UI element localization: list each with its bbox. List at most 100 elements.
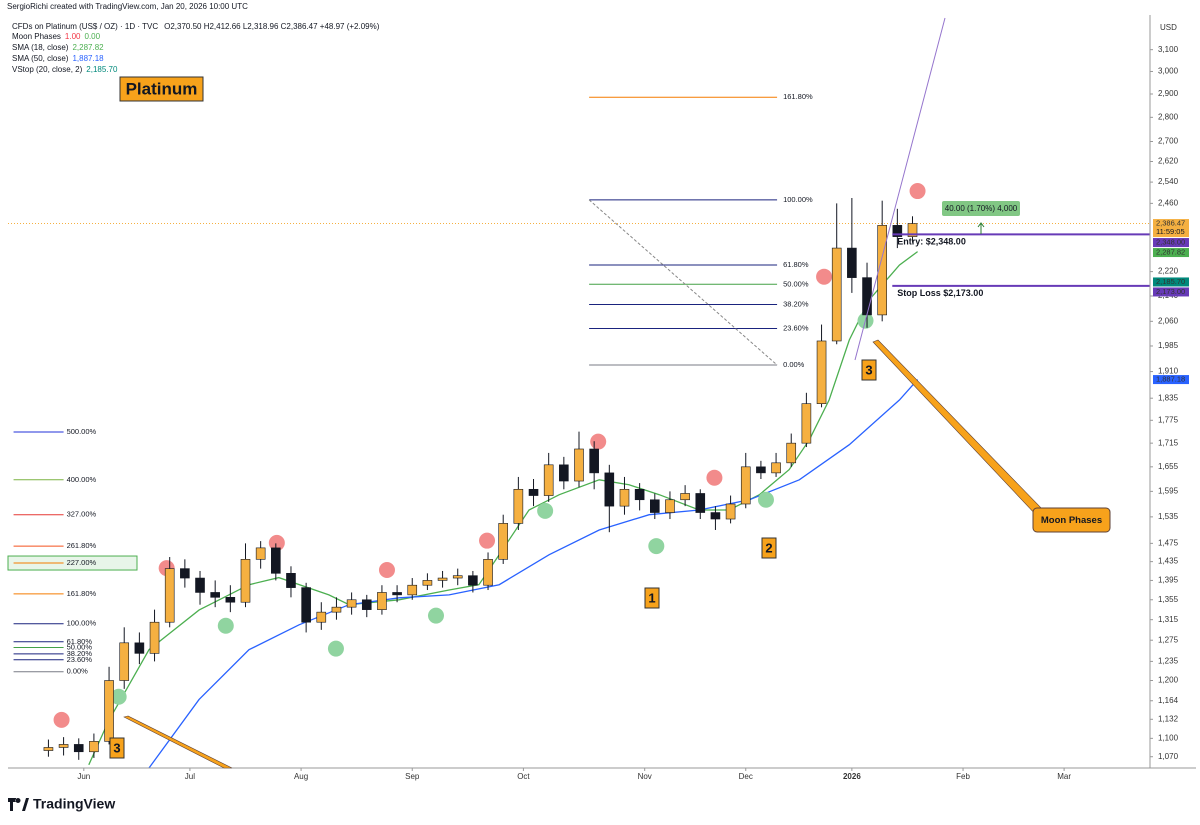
candle-body: [468, 575, 478, 586]
price-label: 2,185.70: [1156, 277, 1185, 286]
legend-value: 2,185.70: [86, 65, 118, 74]
entry-label: Entry: $2,348.00: [897, 237, 966, 247]
price-label-box: [1153, 248, 1189, 258]
candle-body: [377, 592, 387, 610]
candle-body: [574, 448, 584, 482]
y-tick-label: 2,060: [1158, 316, 1179, 325]
price-label: 2,386.47: [1156, 219, 1185, 228]
candle-body: [756, 466, 766, 474]
fib-label: 327.00%: [67, 510, 97, 519]
price-label: 2,287.82: [1156, 248, 1185, 257]
candle-body: [180, 568, 190, 579]
candle-body: [604, 472, 615, 507]
wave-box: [109, 737, 125, 759]
candle-body: [892, 225, 903, 237]
x-tick-label: Jul: [185, 772, 195, 781]
y-tick-label: 1,475: [1158, 538, 1179, 547]
candle-body: [801, 403, 812, 444]
candle-body: [831, 247, 842, 342]
sma-line: [88, 251, 918, 766]
moon-phase: [110, 688, 127, 705]
y-tick-label: 3,000: [1158, 67, 1179, 76]
y-tick-label: 1,070: [1158, 752, 1179, 761]
credit: SergioRichi created with TradingView.com…: [7, 2, 248, 11]
candle-body: [528, 488, 539, 496]
moon-phase: [816, 268, 833, 285]
price-label: 1,887.18: [1156, 375, 1185, 384]
moon-phase: [327, 640, 344, 657]
symbol: CFDs on Platinum (US$ / OZ) · 1D · TVC O2…: [12, 22, 380, 31]
x-tick-label: Feb: [956, 772, 970, 781]
y-tick-label: 1,435: [1158, 557, 1179, 566]
candle-body: [195, 577, 205, 593]
candle-body: [43, 747, 54, 751]
legend-item: Moon Phases 1.00 0.00: [12, 32, 101, 41]
candle-body: [422, 580, 433, 586]
moon-phase: [648, 538, 665, 555]
candle-body: [710, 512, 721, 520]
fib-label: 227.00%: [67, 558, 97, 567]
y-tick-label: 1,132: [1158, 714, 1179, 723]
wave-box: [644, 587, 660, 609]
y-tick-label: 3,100: [1158, 45, 1179, 54]
candle-body: [695, 493, 706, 513]
fib-label: 500.00%: [67, 427, 97, 436]
y-tick-label: 2,900: [1158, 89, 1179, 98]
candle-body: [877, 225, 887, 316]
fib-label: 161.80%: [783, 92, 813, 101]
candle-body: [149, 621, 160, 654]
candle-body: [619, 488, 630, 507]
moon-phase: [537, 502, 554, 519]
measure-text: 40.00 (1.70%) 4,000: [945, 204, 1018, 213]
candle-body: [134, 642, 145, 654]
fib-label: 38.20%: [783, 299, 809, 308]
legend-name: Moon Phases: [12, 32, 61, 41]
x-tick-label: Jun: [77, 772, 90, 781]
candle-body: [437, 577, 448, 581]
candle-body: [740, 466, 751, 505]
candle-body: [210, 592, 220, 598]
candle-body: [286, 573, 296, 588]
legend-item: SMA (18, close) 2,287.82: [12, 43, 104, 52]
moon-phase: [757, 491, 774, 508]
wave-label: 3: [865, 362, 872, 377]
measure-arrow: [977, 222, 985, 234]
candle-body: [361, 599, 372, 610]
candle-body: [680, 493, 690, 501]
y-tick-label: 1,715: [1158, 438, 1179, 447]
price-label: 2,348.00: [1156, 238, 1185, 247]
fib-label: 161.80%: [67, 589, 97, 598]
candle-body: [665, 499, 675, 513]
x-tick-label: Mar: [1057, 772, 1071, 781]
trend-line: [854, 17, 946, 361]
y-tick-label: 1,164: [1158, 696, 1179, 705]
x-tick-label: Aug: [294, 772, 308, 781]
moon-phase: [479, 532, 496, 549]
legend-name: SMA (50, close): [12, 54, 69, 63]
price-label-box: [1153, 375, 1189, 385]
candle-body: [816, 340, 827, 404]
candle-body: [407, 584, 418, 596]
moon-phase: [427, 607, 444, 624]
moon-phase: [378, 562, 395, 579]
callout-text: Moon Phases: [1041, 515, 1102, 526]
candle-body: [392, 592, 402, 596]
candle-body: [316, 611, 327, 623]
legend-value: 0.00: [85, 32, 101, 41]
fib-label: 38.20%: [67, 649, 93, 658]
candle-body: [164, 568, 175, 623]
logo: TradingView: [8, 796, 115, 812]
x-tick-label: 2026: [843, 772, 861, 781]
candle-body: [649, 499, 660, 513]
moon-phase: [909, 183, 926, 200]
candle-body: [58, 744, 69, 748]
candle-body: [483, 559, 493, 586]
fib-label: 23.60%: [67, 655, 93, 664]
legend-name: SMA (18, close): [12, 43, 69, 52]
y-tick-label: 1,315: [1158, 615, 1179, 624]
wave-box: [861, 359, 877, 381]
fib-label: 50.00%: [783, 279, 809, 288]
candle-body: [301, 587, 311, 623]
